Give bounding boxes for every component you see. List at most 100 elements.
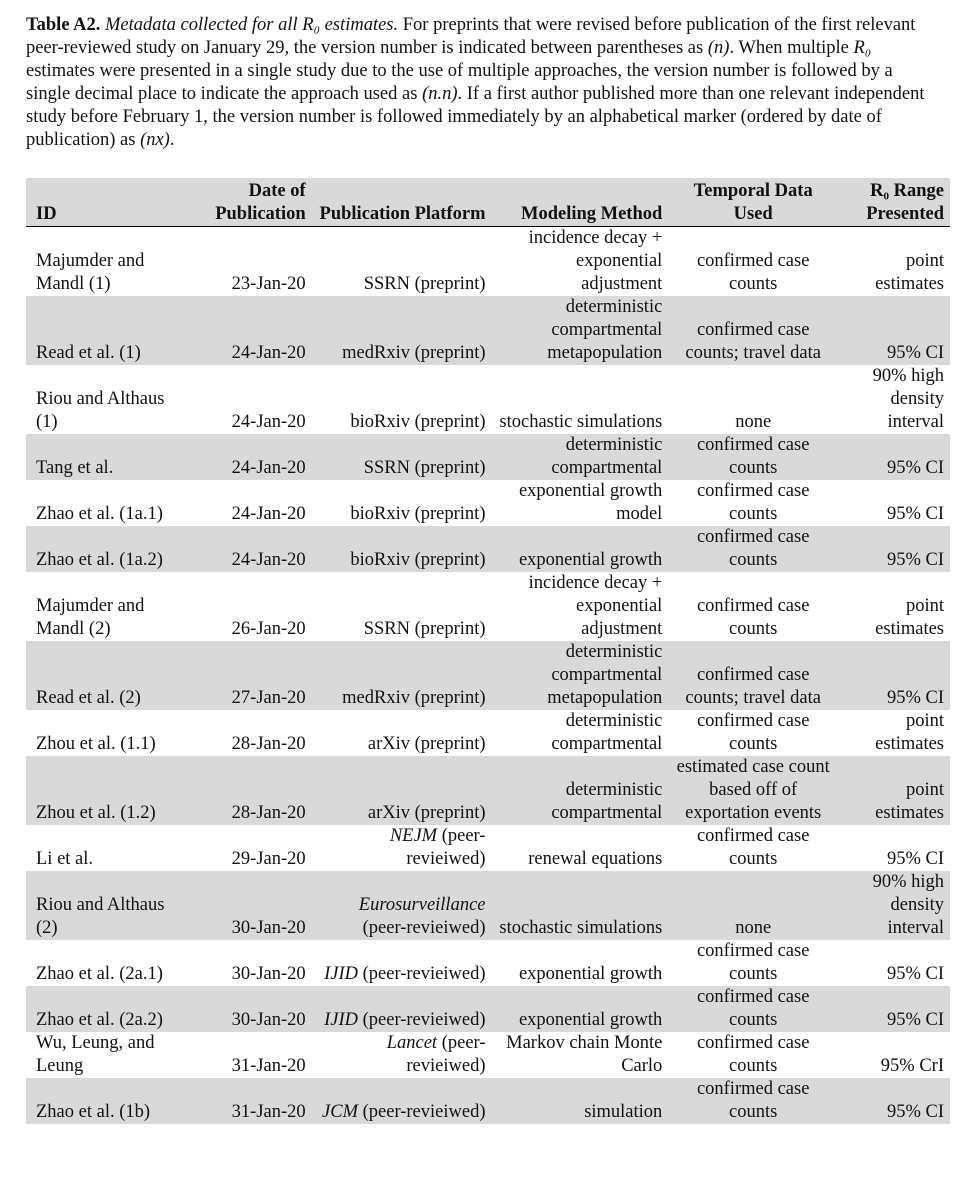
table-row: Zhou et al. (1.1) 28-Jan-20 arXiv (preprin…: [26, 710, 950, 756]
table-row: Zhao et al. (2a.1) 30-Jan-20 IJID (peer-re…: [26, 940, 950, 986]
caption-label: Table A2.: [26, 15, 101, 35]
caption-title: Metadata collected for all R₀ estimates.: [105, 15, 399, 35]
cell-text: (peer-revieiwed): [357, 964, 486, 984]
table-cell: 95% CI: [838, 1078, 950, 1124]
table-row: Tang et al. 24-Jan-20 SSRN (preprint) deter…: [26, 434, 950, 480]
table-cell: exponential growth: [491, 526, 669, 572]
cell-text: (peer-revieiwed): [406, 826, 486, 869]
table-cell: IJID (peer-revieiwed): [312, 940, 492, 986]
table-cell: Zhao et al. (1b): [26, 1078, 192, 1124]
table-cell: 24-Jan-20: [191, 434, 312, 480]
table-cell: deterministic compartmental: [491, 434, 669, 480]
table-cell: bioRxiv (preprint): [350, 412, 486, 432]
table-cell: Majumder and Mandl (1): [36, 251, 145, 294]
column-header: Temporal Data Used: [668, 178, 839, 227]
table-cell: 95% CI: [838, 526, 950, 572]
cell-text: (peer-revieiwed): [406, 1033, 486, 1076]
table-cell: IJID (peer-revieiwed): [311, 986, 492, 1032]
caption-text: . When multiple: [729, 38, 854, 58]
table-cell: stochastic simulations: [491, 871, 669, 940]
caption-text: . If a first author published more than …: [26, 84, 925, 150]
table-cell: estimated case count based off of export…: [668, 756, 839, 825]
table-cell: 95% CI: [838, 296, 950, 365]
cell-text: (peer-revieiwed): [357, 1010, 486, 1030]
caption-text: For preprints that were revised before p…: [26, 15, 916, 58]
table-cell: confirmed case counts: [696, 596, 810, 639]
table-row: Majumder and Mandl (1) 23-Jan-20 SSRN (pre…: [26, 227, 950, 297]
table-cell: Zhao et al. (1a.1): [36, 504, 163, 524]
table-cell: confirmed case counts: [696, 941, 810, 984]
table-cell: SSRN (preprint): [363, 274, 486, 294]
table-row: Zhao et al. (2a.2) 30-Jan-20 IJID (peer-re…: [26, 986, 950, 1032]
table-cell: 30-Jan-20: [191, 986, 312, 1032]
journal-name: Lancet: [386, 1033, 438, 1053]
table-cell: arXiv (preprint): [311, 756, 492, 825]
table-cell: arXiv (preprint): [367, 734, 486, 754]
table-cell: 90% high density interval: [872, 366, 944, 432]
table-cell: Riou and Althaus (1): [36, 389, 165, 432]
table-cell: deterministic compartmental metapopulati…: [491, 641, 669, 710]
table-cell: 27-Jan-20: [191, 641, 312, 710]
journal-name: NEJM: [389, 826, 438, 846]
table-cell: 90% high density interval: [838, 871, 950, 940]
table-cell: deterministic compartmental: [551, 711, 663, 754]
table-cell: confirmed case counts: [696, 481, 810, 524]
table-cell: 95% CrI: [880, 1056, 944, 1076]
table-cell: incidence decay + exponential adjustment: [528, 228, 663, 294]
table-cell: Read et al. (1): [26, 296, 192, 365]
table-cell: Tang et al.: [26, 434, 192, 480]
table-cell: 28-Jan-20: [191, 756, 312, 825]
table-cell: medRxiv (preprint): [311, 641, 492, 710]
table-cell: confirmed case counts: [696, 251, 810, 294]
column-header: Publication Platform: [311, 178, 492, 227]
table-cell: exponential growth: [491, 986, 669, 1032]
table-cell: 29-Jan-20: [231, 849, 306, 869]
table-cell: Zhou et al. (1.2): [26, 756, 192, 825]
table-row: Zhao et al. (1b) 31-Jan-20 JCM (peer-revie…: [26, 1078, 950, 1124]
caption-text: estimates were presented in a single stu…: [26, 61, 893, 104]
table-cell: JCM (peer-revieiwed): [311, 1078, 492, 1124]
table-cell: 31-Jan-20: [231, 1056, 306, 1076]
table-cell: 24-Jan-20: [191, 296, 312, 365]
table-row: Wu, Leung, and Leung 31-Jan-20 Lancet (pee…: [26, 1032, 950, 1078]
table-cell: point estimates: [838, 756, 950, 825]
table-row: Read et al. (2) 27-Jan-20 medRxiv (preprin…: [26, 641, 950, 710]
table-cell: 26-Jan-20: [231, 619, 306, 639]
table-cell: Zhao et al. (2a.2): [26, 986, 192, 1032]
table-cell: NEJM (peer-revieiwed): [312, 825, 492, 871]
table-cell: bioRxiv (preprint): [311, 526, 492, 572]
journal-name: IJID: [324, 1010, 358, 1030]
caption-text: R₀: [853, 38, 872, 58]
table-cell: none: [735, 412, 772, 432]
table-cell: Majumder and Mandl (2): [36, 596, 145, 639]
table-cell: Read et al. (2): [26, 641, 192, 710]
table-cell: none: [668, 871, 839, 940]
caption-text: (nx): [140, 130, 170, 150]
column-header: ID: [26, 178, 192, 227]
table-row: Riou and Althaus (2) 30-Jan-20 Eurosurveil…: [26, 871, 950, 940]
table-cell: 30-Jan-20: [231, 964, 306, 984]
table-cell: Eurosurveillance (peer-revieiwed): [311, 871, 492, 940]
table-cell: confirmed case counts: [696, 1033, 810, 1076]
table-cell: 95% CI: [886, 849, 944, 869]
table-row: Li et al. 29-Jan-20 NEJM (peer-revieiwed) r…: [26, 825, 950, 871]
cell-text: (peer-revieiwed): [357, 1102, 486, 1122]
table-cell: 30-Jan-20: [191, 871, 312, 940]
table-row: Zhao et al. (1a.2) 24-Jan-20 bioRxiv (prep…: [26, 526, 950, 572]
table-cell: deterministic compartmental: [491, 756, 669, 825]
table-cell: 24-Jan-20: [191, 526, 312, 572]
table-cell: SSRN (preprint): [311, 434, 492, 480]
table-cell: confirmed case counts; travel data: [668, 641, 839, 710]
table-cell: Riou and Althaus (2): [26, 871, 192, 940]
table-cell: confirmed case counts: [696, 711, 810, 754]
table-cell: 95% CI: [838, 641, 950, 710]
table-cell: point estimates: [875, 251, 944, 294]
table-row: Riou and Althaus (1) 24-Jan-20 bioRxiv (pr…: [26, 365, 950, 434]
table-cell: deterministic compartmental metapopulati…: [491, 296, 669, 365]
table-cell: incidence decay + exponential adjustment: [528, 573, 663, 639]
table-row: Zhou et al. (1.2) 28-Jan-20 arXiv (preprin…: [26, 756, 950, 825]
table-cell: confirmed case counts: [668, 434, 839, 480]
table-cell: Zhao et al. (2a.1): [36, 964, 163, 984]
table-cell: confirmed case counts: [668, 986, 839, 1032]
